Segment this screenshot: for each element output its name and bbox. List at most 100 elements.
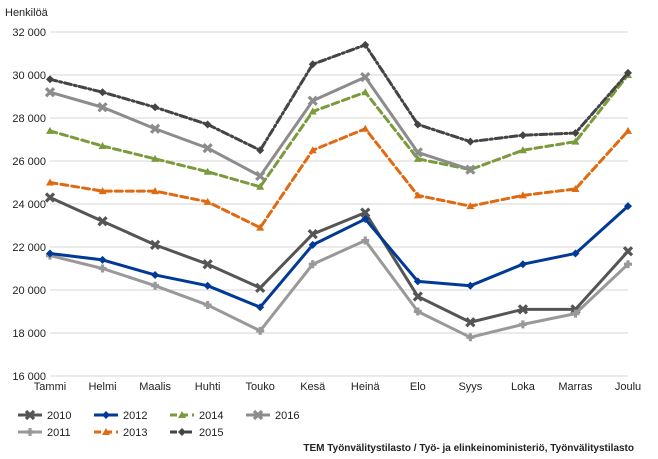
x-tick-label: Marras	[558, 381, 593, 393]
series-line-2012	[48, 204, 630, 309]
data-point-2012	[466, 281, 475, 290]
data-point-2012	[151, 270, 160, 279]
series-line-2015	[48, 43, 630, 152]
x-tick-label: Syys	[458, 381, 482, 393]
x-tick-label: Loka	[511, 381, 536, 393]
legend-label: 2014	[199, 410, 223, 422]
data-point-2010	[149, 239, 161, 250]
data-point-2016	[97, 102, 108, 113]
series-line-2014	[48, 73, 630, 189]
data-point-2012	[518, 260, 527, 269]
legend-label: 2011	[47, 427, 71, 439]
legend-marker	[24, 409, 36, 421]
data-point-2015	[413, 120, 422, 129]
data-point-2013	[151, 187, 160, 195]
y-tick-label: 16 000	[12, 371, 46, 383]
data-point-2011	[151, 281, 160, 290]
data-point-2011	[308, 260, 317, 269]
legend-item-2013: 2013	[94, 427, 147, 439]
data-point-2013	[518, 191, 527, 199]
data-point-2016	[44, 87, 56, 98]
data-point-2015	[98, 88, 107, 97]
data-point-2014	[151, 154, 160, 162]
data-point-2013	[571, 184, 580, 192]
data-point-2010	[255, 282, 266, 293]
data-point-2013	[203, 197, 212, 205]
data-point-2013	[256, 223, 265, 231]
x-tick-label: Kesä	[300, 381, 326, 393]
legend-label: 2016	[275, 410, 299, 422]
y-tick-label: 22 000	[12, 242, 46, 254]
data-point-2013	[466, 202, 475, 210]
legend-label: 2015	[199, 427, 223, 439]
data-point-2016	[255, 170, 266, 182]
series-line-2010	[48, 196, 630, 324]
series-2011	[46, 236, 632, 342]
y-tick-label: 20 000	[12, 285, 46, 297]
data-point-2014	[361, 88, 370, 96]
legend-label: 2010	[47, 410, 71, 422]
data-point-2014	[98, 141, 107, 149]
data-point-2013	[413, 191, 422, 199]
legend-label: 2013	[123, 427, 147, 439]
series-line-2013	[48, 127, 630, 230]
data-point-2012	[624, 202, 632, 211]
series-lines	[44, 40, 634, 342]
data-point-2013	[308, 146, 317, 154]
y-tick-label: 26 000	[12, 156, 46, 168]
data-point-2015	[46, 75, 54, 84]
series-2012	[46, 202, 632, 312]
data-point-2010	[465, 317, 476, 328]
data-point-2015	[151, 103, 160, 112]
x-tick-label: Touko	[246, 381, 275, 393]
data-point-2012	[256, 303, 265, 312]
x-tick-label: Maalis	[139, 381, 171, 393]
legend-marker	[178, 411, 186, 418]
data-point-2016	[202, 142, 213, 154]
data-point-2011	[203, 301, 212, 310]
series-line-2011	[48, 239, 630, 339]
legend-item-2010: 2010	[18, 409, 71, 422]
series-2010	[44, 192, 634, 328]
y-tick-label: 18 000	[12, 328, 46, 340]
data-point-2010	[97, 216, 108, 227]
data-point-2016	[465, 164, 476, 175]
data-point-2011	[624, 260, 632, 269]
data-point-2011	[256, 326, 265, 335]
data-point-2015	[571, 129, 580, 138]
data-point-2013	[624, 126, 632, 134]
data-point-2015	[624, 68, 632, 77]
data-point-2010	[622, 246, 634, 257]
data-point-2014	[571, 137, 580, 145]
data-point-2011	[413, 307, 422, 316]
data-point-2013	[46, 178, 54, 186]
data-point-2014	[518, 146, 527, 154]
x-tick-label: Tammi	[34, 381, 66, 393]
legend-marker	[178, 428, 186, 436]
data-point-2015	[203, 120, 212, 129]
gridlines	[50, 31, 628, 377]
data-point-2016	[412, 147, 423, 158]
source-note: TEM Työnvälitystilasto / Työ- ja elinkei…	[303, 443, 634, 454]
legend-marker	[252, 409, 264, 421]
x-tick-label: Huhti	[195, 381, 221, 393]
data-point-2012	[361, 215, 370, 224]
data-point-2014	[413, 154, 422, 162]
x-tick-label: Heinä	[351, 381, 381, 393]
data-point-2010	[307, 228, 318, 240]
data-point-2016	[360, 72, 371, 83]
data-point-2012	[203, 281, 212, 290]
data-point-2014	[308, 107, 317, 115]
y-tick-labels: 16 000 18 000 20 000 22 000 24 000 26 000 28 0…	[12, 27, 46, 383]
legend-item-2016: 2016	[246, 409, 299, 422]
x-tick-labels: Tammi Helmi Maalis Huhti Touko Kesä Heinä Elo Sy…	[34, 381, 641, 393]
data-point-2014	[46, 126, 54, 134]
data-point-2013	[98, 187, 107, 195]
legend: 2010 2012 2014 2016 2011 2013 2015	[18, 409, 299, 439]
data-point-2014	[256, 182, 265, 190]
data-point-2012	[413, 277, 422, 286]
data-point-2015	[256, 146, 265, 155]
data-point-2015	[518, 131, 527, 140]
y-axis-label: Henkilöä	[5, 7, 49, 19]
